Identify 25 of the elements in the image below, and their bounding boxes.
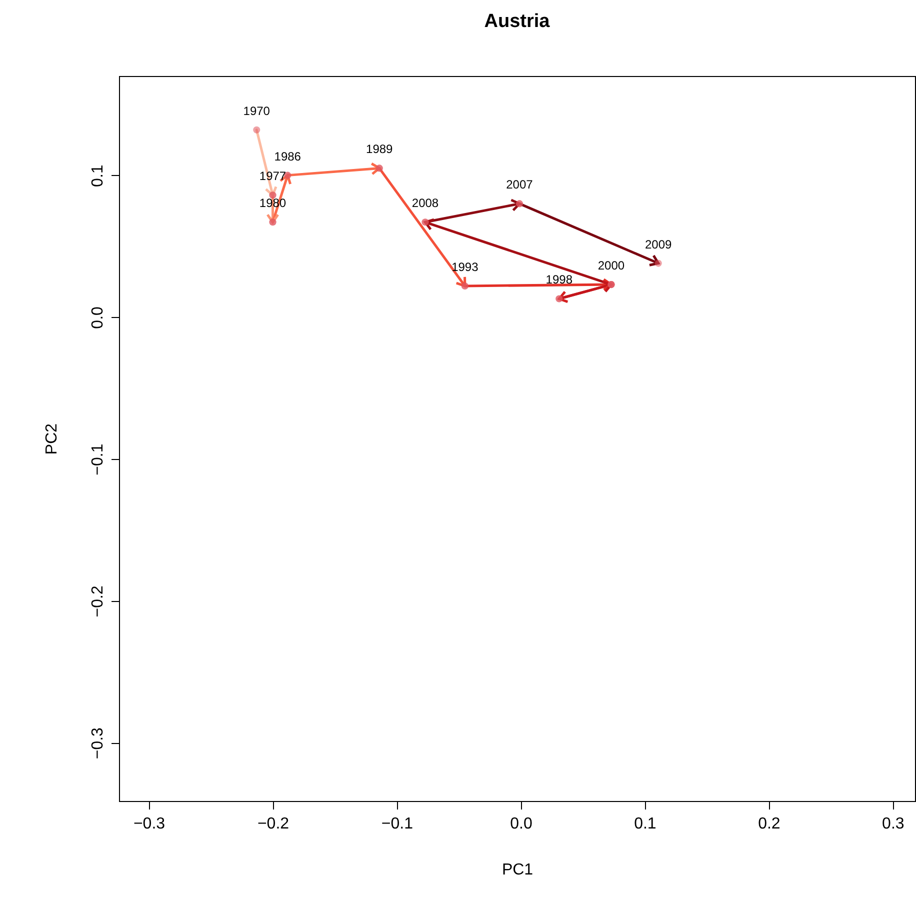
annotation: 1998 <box>546 272 573 287</box>
x-axis-title: PC1 <box>502 862 534 878</box>
y-tick-label: 0.0 <box>90 306 106 329</box>
y-tick-label: 0.1 <box>90 164 106 187</box>
annotation: 1989 <box>366 142 394 156</box>
x-tick-label: −0.2 <box>257 816 290 832</box>
annotation: 2009 <box>644 237 672 252</box>
chart-title: Austria <box>484 11 550 32</box>
annotation: 1970 <box>243 104 270 118</box>
x-tick-label: 0.2 <box>758 816 780 832</box>
x-tick-label: −0.1 <box>381 816 414 832</box>
annotation: 1993 <box>452 260 479 274</box>
annotation: 1977 <box>259 169 286 184</box>
annotation: 1986 <box>274 149 302 164</box>
x-tick-label: 0.0 <box>510 816 532 832</box>
annotation: 2000 <box>598 258 625 273</box>
x-tick-label: 0.1 <box>634 816 656 832</box>
annotation: 2007 <box>506 178 534 192</box>
annotation: 2008 <box>412 196 439 210</box>
y-tick-label: −0.3 <box>90 727 106 760</box>
y-axis-title: PC2 <box>44 423 60 455</box>
y-tick-label: −0.2 <box>90 586 106 618</box>
x-tick-label: −0.3 <box>133 816 166 832</box>
y-tick-label: −0.1 <box>90 444 106 476</box>
x-tick-label: 0.3 <box>882 816 904 832</box>
